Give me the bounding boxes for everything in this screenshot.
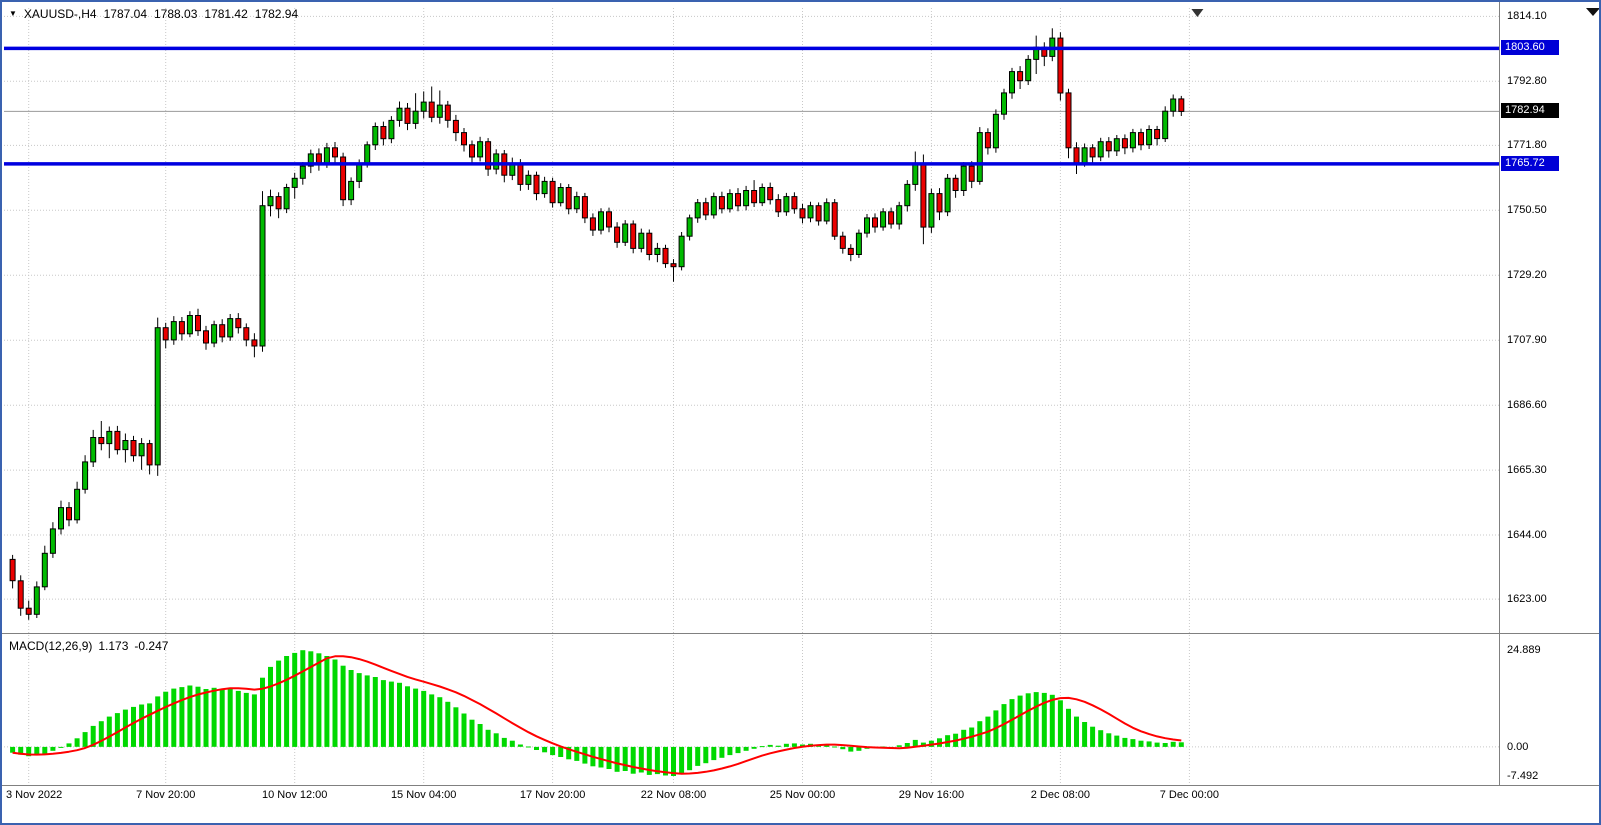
time-axis[interactable]: 3 Nov 2022 7 Nov 20:00 10 Nov 12:00 15 Nov … [2, 788, 1599, 808]
symbol-info: ▼ XAUUSD-,H4 1787.04 1788.03 1781.42 178… [9, 7, 298, 21]
time-tick-label: 7 Dec 00:00 [1159, 789, 1220, 801]
grid [4, 8, 1499, 783]
ohlc-high-value: 1788.03 [154, 7, 198, 21]
time-tick-label: 22 Nov 08:00 [640, 789, 707, 801]
macd-tick-label: 0.00 [1507, 740, 1529, 753]
symbol-dropdown-icon[interactable]: ▼ [9, 9, 17, 18]
macd-name: MACD(12,26,9) [9, 639, 93, 653]
scale-corner-marker [1586, 8, 1599, 16]
ohlc-low-value: 1781.42 [204, 7, 248, 21]
price-tick-label: 1729.20 [1507, 269, 1547, 282]
time-tick-label: 29 Nov 16:00 [898, 789, 965, 801]
macd-main-value: 1.173 [98, 639, 129, 653]
time-tick-label: 10 Nov 12:00 [261, 789, 328, 801]
support-line-price-tag: 1765.72 [1501, 155, 1559, 171]
price-tick-label: 1644.00 [1507, 529, 1547, 542]
time-tick-label: 7 Nov 20:00 [136, 789, 196, 801]
symbol-period-label: XAUUSD-,H4 [23, 7, 97, 21]
price-tick-label: 1623.00 [1507, 593, 1547, 606]
current-price-tag: 1782.94 [1501, 103, 1559, 119]
price-tick-label: 1771.80 [1507, 139, 1547, 152]
macd-tick-label: 24.889 [1507, 644, 1541, 657]
price-axis[interactable]: 1814.10 1792.80 1771.80 1750.50 1729.20 1707.… [1499, 2, 1599, 785]
time-tick-label: 15 Nov 04:00 [390, 789, 457, 801]
price-tick-label: 1814.10 [1507, 10, 1547, 23]
time-tick-label: 3 Nov 2022 [6, 789, 63, 801]
time-tick-label: 25 Nov 00:00 [769, 789, 836, 801]
price-tick-label: 1792.80 [1507, 75, 1547, 88]
price-tick-label: 1750.50 [1507, 204, 1547, 217]
candles [9, 28, 1185, 620]
price-tick-label: 1665.30 [1507, 464, 1547, 477]
macd-signal-value: -0.247 [134, 639, 169, 653]
macd-signal-line [12, 655, 1182, 775]
price-tick-label: 1686.60 [1507, 399, 1547, 412]
ohlc-open-value: 1787.04 [103, 7, 147, 21]
time-axis-separator [2, 785, 1599, 786]
macd-tick-label: -7.492 [1507, 769, 1539, 782]
resistance-line-price-tag: 1803.60 [1501, 40, 1559, 56]
chart-shift-marker[interactable] [1191, 9, 1204, 17]
price-tick-label: 1707.90 [1507, 334, 1547, 347]
macd-histogram [10, 650, 1184, 776]
macd-indicator-label: MACD(12,26,9) 1.173 -0.247 [9, 639, 168, 653]
pane-separator[interactable] [2, 633, 1599, 634]
price-axis-separator [1499, 2, 1500, 785]
time-tick-label: 2 Dec 08:00 [1030, 789, 1091, 801]
time-tick-label: 17 Nov 20:00 [519, 789, 586, 801]
ohlc-close-value: 1782.94 [254, 7, 299, 21]
